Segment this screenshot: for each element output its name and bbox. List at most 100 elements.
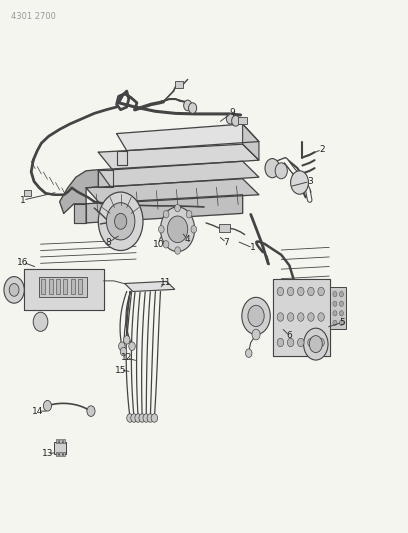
- Bar: [220, 224, 230, 232]
- Bar: [55, 439, 58, 443]
- Circle shape: [297, 287, 304, 296]
- Circle shape: [98, 192, 143, 251]
- Circle shape: [265, 159, 279, 177]
- Bar: [41, 279, 45, 294]
- Circle shape: [275, 163, 287, 179]
- Circle shape: [135, 414, 142, 422]
- Polygon shape: [243, 124, 259, 160]
- Bar: [59, 439, 62, 443]
- Polygon shape: [86, 179, 259, 204]
- Bar: [63, 439, 65, 443]
- Polygon shape: [98, 169, 113, 187]
- Text: 1: 1: [20, 196, 26, 205]
- Circle shape: [167, 216, 188, 243]
- Circle shape: [308, 313, 314, 321]
- Circle shape: [333, 311, 337, 316]
- Circle shape: [191, 225, 197, 233]
- Circle shape: [287, 287, 294, 296]
- Circle shape: [297, 338, 304, 347]
- Circle shape: [318, 313, 324, 321]
- Circle shape: [277, 313, 284, 321]
- Text: 16: 16: [17, 258, 29, 266]
- Polygon shape: [125, 281, 175, 292]
- Text: 12: 12: [121, 353, 133, 362]
- Polygon shape: [273, 279, 330, 356]
- Circle shape: [160, 207, 195, 252]
- Text: 2: 2: [319, 145, 325, 154]
- Circle shape: [188, 103, 197, 114]
- Circle shape: [175, 204, 180, 212]
- Polygon shape: [117, 151, 127, 165]
- Text: 6: 6: [286, 331, 292, 340]
- Circle shape: [242, 297, 270, 335]
- Circle shape: [184, 100, 192, 111]
- Circle shape: [333, 320, 337, 326]
- Polygon shape: [117, 124, 259, 151]
- Bar: [63, 451, 65, 456]
- Circle shape: [318, 287, 324, 296]
- Bar: [330, 287, 346, 329]
- Circle shape: [246, 349, 252, 358]
- Polygon shape: [24, 269, 104, 310]
- Circle shape: [297, 313, 304, 321]
- Circle shape: [43, 400, 51, 411]
- Text: 10: 10: [153, 240, 164, 249]
- Circle shape: [139, 414, 145, 422]
- Polygon shape: [98, 144, 259, 169]
- Text: 1: 1: [250, 244, 256, 253]
- Circle shape: [143, 414, 149, 422]
- Text: 13: 13: [42, 449, 53, 458]
- Polygon shape: [98, 161, 259, 187]
- Bar: [59, 451, 62, 456]
- Circle shape: [106, 203, 135, 240]
- Circle shape: [175, 247, 180, 254]
- Bar: [56, 279, 60, 294]
- Circle shape: [339, 320, 344, 326]
- Text: 9: 9: [230, 108, 235, 117]
- Polygon shape: [74, 204, 86, 223]
- Bar: [55, 451, 58, 456]
- Circle shape: [4, 277, 24, 303]
- Circle shape: [248, 305, 264, 327]
- Circle shape: [252, 329, 260, 340]
- Circle shape: [163, 211, 169, 218]
- Circle shape: [232, 116, 240, 126]
- Text: 4: 4: [185, 236, 191, 245]
- Circle shape: [339, 292, 344, 297]
- Circle shape: [33, 312, 48, 332]
- Circle shape: [124, 336, 130, 344]
- Bar: [175, 82, 183, 88]
- Circle shape: [287, 313, 294, 321]
- Circle shape: [226, 114, 235, 124]
- Bar: [49, 279, 53, 294]
- Circle shape: [158, 225, 164, 233]
- Circle shape: [290, 171, 308, 194]
- Circle shape: [333, 301, 337, 306]
- Text: 14: 14: [32, 407, 44, 416]
- Text: 11: 11: [160, 278, 171, 287]
- Circle shape: [127, 414, 133, 422]
- Circle shape: [163, 240, 169, 248]
- Bar: [53, 442, 66, 454]
- Text: 15: 15: [115, 366, 126, 375]
- Circle shape: [147, 414, 153, 422]
- Circle shape: [151, 414, 157, 422]
- Circle shape: [87, 406, 95, 416]
- Circle shape: [115, 213, 127, 229]
- Circle shape: [333, 292, 337, 297]
- Circle shape: [9, 284, 19, 296]
- Circle shape: [277, 287, 284, 296]
- Circle shape: [186, 211, 192, 218]
- Bar: [24, 190, 31, 196]
- Text: 5: 5: [339, 318, 345, 327]
- Bar: [38, 277, 87, 297]
- Circle shape: [119, 342, 125, 351]
- Text: 7: 7: [224, 238, 229, 247]
- Text: 3: 3: [307, 177, 313, 186]
- Polygon shape: [86, 195, 243, 223]
- Bar: [238, 117, 247, 124]
- Circle shape: [131, 414, 137, 422]
- Circle shape: [318, 338, 324, 347]
- Text: 8: 8: [106, 238, 111, 247]
- Circle shape: [339, 301, 344, 306]
